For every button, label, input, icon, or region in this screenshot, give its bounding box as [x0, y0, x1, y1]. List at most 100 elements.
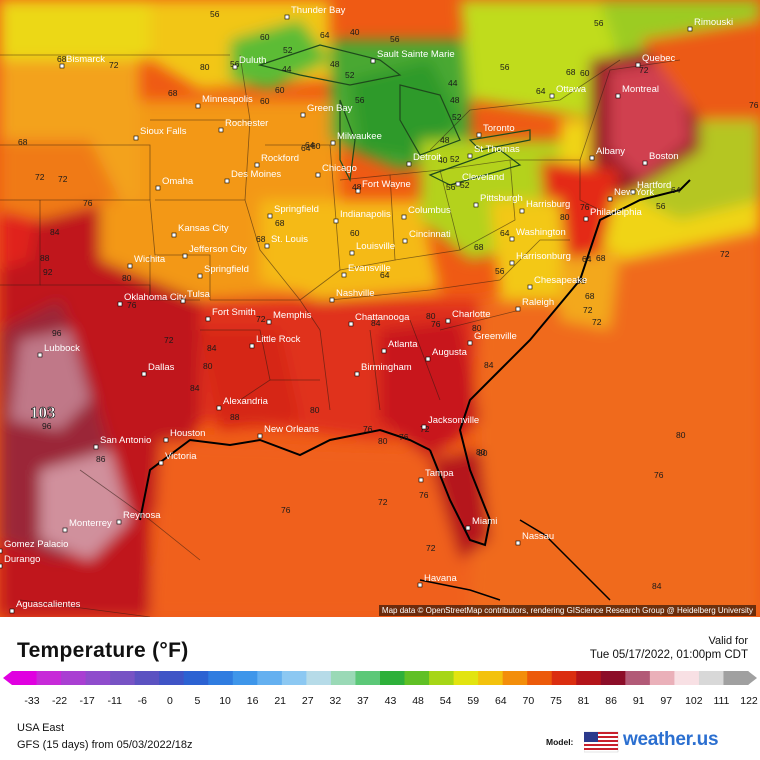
- scale-swatch: [600, 671, 626, 685]
- temperature-map[interactable]: 103 56 60 64 52 40 56 44 48 52 56 60 56 68 72 80 68 64 60…: [0, 0, 760, 617]
- contour-label: 72: [583, 305, 593, 315]
- scale-tick-label: 37: [357, 695, 369, 707]
- city-chesapeake: Chesapeake: [527, 275, 587, 290]
- contour-label: 60: [260, 32, 270, 42]
- scale-swatch: [208, 671, 234, 685]
- contour-label: 80: [310, 405, 320, 415]
- city-marker: [59, 63, 65, 69]
- brand-logo[interactable]: weather.us: [623, 729, 719, 750]
- map-attribution[interactable]: Map data © OpenStreetMap contributors, r…: [378, 605, 756, 616]
- contour-label: 56: [210, 9, 220, 19]
- contour-label: 64: [301, 143, 311, 153]
- city-marker: [421, 424, 427, 430]
- city-name: Pittsburgh: [480, 193, 523, 204]
- city-marker: [549, 93, 555, 99]
- city-st-louis: St. Louis: [264, 234, 308, 249]
- city-philadelphia: Philadelphia: [583, 207, 642, 222]
- contour-label: 80: [203, 361, 213, 371]
- scale-swatch: [478, 671, 504, 685]
- contour-label: 68: [275, 218, 285, 228]
- contour-label: 56: [230, 59, 240, 69]
- city-marker: [116, 519, 122, 525]
- contour-label: 68: [256, 234, 266, 244]
- city-marker: [515, 306, 521, 312]
- city-sioux-falls: Sioux Falls: [133, 126, 187, 141]
- contour-label: 80: [476, 447, 486, 457]
- city-name: Miami: [472, 516, 497, 527]
- scale-swatch: [330, 671, 356, 685]
- city-marker: [158, 460, 164, 466]
- city-houston: Houston: [163, 428, 205, 443]
- city-new-orleans: New Orleans: [257, 424, 319, 439]
- city-havana: Havana: [417, 573, 457, 588]
- scale-max-arrow: [748, 671, 757, 685]
- city-washington: Washington: [509, 227, 566, 242]
- scale-swatch: [36, 671, 62, 685]
- city-marker: [333, 218, 339, 224]
- scale-swatch: [85, 671, 111, 685]
- city-bismarck: Bismarck: [59, 54, 105, 69]
- city-miami: Miami: [465, 516, 497, 531]
- city-louisville: Louisville: [349, 241, 395, 256]
- contour-label: 40: [350, 27, 360, 37]
- city-name: Wichita: [134, 254, 166, 265]
- city-marker: [348, 321, 354, 327]
- city-detroit: Detroit: [406, 152, 441, 167]
- city-marker: [341, 272, 347, 278]
- city-reynosa: Reynosa: [116, 510, 161, 525]
- scale-tick-label: 43: [385, 695, 397, 707]
- city-name: Raleigh: [522, 297, 554, 308]
- city-name: Albany: [596, 146, 625, 157]
- contour-label: 72: [426, 543, 436, 553]
- scale-swatch: [453, 671, 479, 685]
- city-fort-smith: Fort Smith: [205, 307, 256, 322]
- city-alexandria: Alexandria: [216, 396, 269, 411]
- city-marker: [300, 112, 306, 118]
- city-name: Havana: [424, 573, 457, 584]
- city-marker: [354, 371, 360, 377]
- city-marker: [329, 297, 335, 303]
- scale-swatch: [625, 671, 651, 685]
- city-name: Chicago: [322, 163, 357, 174]
- contour-label: 64: [305, 140, 315, 150]
- city-pittsburgh: Pittsburgh: [473, 193, 523, 208]
- contour-label: 84: [207, 343, 217, 353]
- city-marker: [117, 301, 123, 307]
- city-marker: [216, 405, 222, 411]
- city-marker: [37, 352, 43, 358]
- scale-swatch: [183, 671, 209, 685]
- city-name: Oklahoma City: [124, 292, 187, 303]
- city-aguascalientes: Aguascalientes: [9, 599, 81, 614]
- us-flag-icon: [584, 731, 619, 753]
- city-marker: [406, 161, 412, 167]
- legend-title: Temperature (°F): [17, 639, 189, 662]
- city-name: Thunder Bay: [291, 5, 346, 16]
- city-tulsa: Tulsa: [180, 289, 211, 304]
- legend-panel: Temperature (°F) Valid for Tue 05/17/202…: [0, 617, 760, 760]
- color-scale-ticks: -33 -22 -17 -11 -6 0 5 10 16 21 27 32 37 43 48 54 59 64 70…: [24, 695, 758, 707]
- contour-label: 76: [431, 319, 441, 329]
- scale-tick-label: 111: [713, 695, 729, 707]
- contour-label: 52: [283, 45, 293, 55]
- contour-label: 56: [355, 95, 365, 105]
- contour-label: 48: [440, 135, 450, 145]
- scale-swatch: [649, 671, 675, 685]
- contour-label: 80: [472, 323, 482, 333]
- scale-swatch: [232, 671, 258, 685]
- city-marker: [218, 127, 224, 133]
- city-name: Evansville: [348, 263, 391, 274]
- contour-label: 84: [190, 383, 200, 393]
- scale-swatch: [159, 671, 185, 685]
- contour-label: 80: [200, 62, 210, 72]
- contour-label: 84: [484, 360, 494, 370]
- city-name: Victoria: [165, 451, 197, 462]
- contour-label: 92: [43, 267, 53, 277]
- city-monterrey: Monterrey: [62, 518, 112, 533]
- city-birmingham: Birmingham: [354, 362, 412, 377]
- city-marker: [515, 540, 521, 546]
- city-victoria: Victoria: [158, 451, 197, 466]
- contour-label: 76: [419, 490, 429, 500]
- city-name: Rochester: [225, 118, 268, 129]
